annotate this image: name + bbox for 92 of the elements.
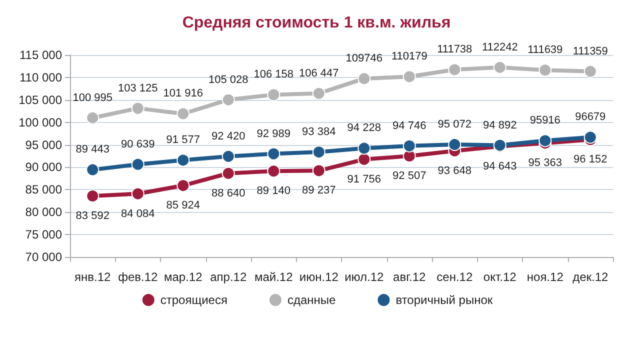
point xyxy=(222,150,235,163)
chart-title: Средняя стоимость 1 кв.м. жилья xyxy=(182,14,451,32)
data-label: 96679 xyxy=(575,111,606,124)
point xyxy=(358,142,371,155)
data-label: 93 384 xyxy=(302,126,336,138)
data-label: 95 072 xyxy=(438,118,472,130)
x-tick-label: июл.12 xyxy=(344,270,384,284)
data-label: 89 443 xyxy=(76,144,110,156)
data-label: 90 639 xyxy=(121,138,155,150)
x-tick-label: фев.12 xyxy=(118,270,158,284)
point xyxy=(538,64,552,77)
point xyxy=(358,72,371,86)
y-tick-label: 70 000 xyxy=(25,250,62,264)
data-label: 94 892 xyxy=(483,119,517,132)
point xyxy=(131,102,144,115)
point xyxy=(222,93,235,106)
data-label: 112242 xyxy=(482,41,518,54)
y-tick-label: 100 000 xyxy=(18,115,62,130)
x-tick-label: ноя.12 xyxy=(526,270,564,284)
point xyxy=(86,189,100,202)
data-label: 110179 xyxy=(391,50,428,63)
data-label: 105 028 xyxy=(208,74,248,86)
point xyxy=(267,88,280,102)
data-label: 103 125 xyxy=(118,82,158,94)
x-tick-label: июн.12 xyxy=(299,270,339,284)
x-tick-label: май.12 xyxy=(254,270,294,284)
point xyxy=(176,154,190,167)
point xyxy=(493,60,506,74)
data-label: 94 746 xyxy=(392,120,426,132)
point xyxy=(312,86,326,100)
y-tick-label: 80 000 xyxy=(25,205,62,220)
point xyxy=(402,70,416,84)
data-label: 88 640 xyxy=(212,187,246,200)
data-label: 95916 xyxy=(530,114,560,127)
legend-label: строящиеся xyxy=(160,293,228,307)
data-label: 89 237 xyxy=(302,184,336,197)
data-label: 111359 xyxy=(572,45,608,58)
point xyxy=(86,111,100,124)
data-label: 92 507 xyxy=(392,170,426,182)
y-tick-label: 75 000 xyxy=(25,228,62,242)
data-label: 106 447 xyxy=(298,67,339,80)
data-label: 83 592 xyxy=(76,210,110,222)
point xyxy=(448,63,462,76)
data-label: 85 924 xyxy=(166,200,200,212)
data-label: 92 989 xyxy=(256,128,290,140)
point xyxy=(131,158,144,171)
point xyxy=(538,134,552,148)
point xyxy=(222,166,235,180)
point xyxy=(176,179,190,192)
data-label: 106 158 xyxy=(254,68,294,81)
point xyxy=(176,107,190,120)
point xyxy=(131,187,144,200)
data-label: 84 084 xyxy=(121,208,155,220)
data-label: 91 577 xyxy=(166,134,200,146)
point xyxy=(402,139,416,152)
y-tick-label: 105 000 xyxy=(18,92,62,107)
data-label: 111738 xyxy=(437,44,472,56)
data-label: 100 995 xyxy=(72,92,113,104)
point xyxy=(86,163,100,176)
x-tick-label: авг.12 xyxy=(393,270,426,284)
x-tick-label: янв.12 xyxy=(74,270,112,284)
data-label: 94 228 xyxy=(347,122,381,134)
data-label: 89 140 xyxy=(256,185,290,198)
y-tick-label: 90 000 xyxy=(25,160,62,174)
data-label: 111639 xyxy=(528,44,563,56)
data-label: 95 363 xyxy=(528,157,562,170)
data-label: 92 420 xyxy=(212,130,246,142)
x-tick-label: дек.12 xyxy=(572,270,609,284)
y-tick-label: 115 000 xyxy=(20,48,62,62)
y-tick-label: 95 000 xyxy=(25,138,62,152)
data-label: 109746 xyxy=(346,52,382,65)
point xyxy=(584,130,597,144)
data-label: 93 648 xyxy=(438,164,472,177)
data-label: 96 152 xyxy=(574,154,608,166)
point xyxy=(312,146,326,159)
point xyxy=(448,138,462,151)
legend-label: сданные xyxy=(287,293,336,307)
point xyxy=(312,164,326,178)
y-tick-label: 85 000 xyxy=(25,182,62,197)
point xyxy=(267,164,280,178)
x-tick-label: окт.12 xyxy=(483,270,517,284)
point xyxy=(358,152,371,166)
point xyxy=(584,64,597,78)
y-tick-label: 110 000 xyxy=(20,70,62,84)
point xyxy=(267,147,280,160)
data-label: 101 916 xyxy=(163,88,204,100)
x-tick-label: сен.12 xyxy=(436,270,473,284)
data-label: 91 756 xyxy=(347,173,381,186)
x-tick-label: мар.12 xyxy=(164,270,203,284)
data-label: 94 643 xyxy=(483,160,517,172)
x-tick-label: апр.12 xyxy=(210,270,247,284)
legend-label: вторичный рынок xyxy=(396,293,494,307)
